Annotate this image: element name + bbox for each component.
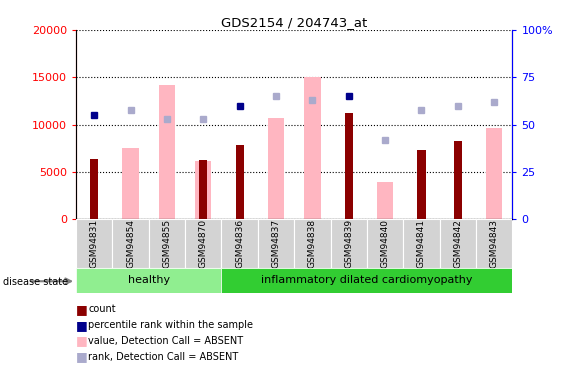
Text: count: count [88, 304, 116, 314]
FancyBboxPatch shape [149, 219, 185, 268]
Text: ■: ■ [76, 334, 88, 347]
FancyBboxPatch shape [113, 219, 149, 268]
Text: GSM94836: GSM94836 [235, 219, 244, 268]
Title: GDS2154 / 204743_at: GDS2154 / 204743_at [221, 16, 367, 29]
Text: ■: ■ [76, 303, 88, 316]
Bar [268, 118, 284, 219]
Text: GSM94870: GSM94870 [199, 219, 208, 268]
FancyBboxPatch shape [294, 219, 330, 268]
Text: ■: ■ [76, 319, 88, 332]
Text: rank, Detection Call = ABSENT: rank, Detection Call = ABSENT [88, 352, 239, 362]
Bar [235, 145, 244, 219]
Text: GSM94837: GSM94837 [271, 219, 280, 268]
Text: GSM94841: GSM94841 [417, 219, 426, 268]
FancyBboxPatch shape [403, 219, 440, 268]
Bar [159, 85, 175, 219]
Text: percentile rank within the sample: percentile rank within the sample [88, 320, 253, 330]
FancyBboxPatch shape [185, 219, 221, 268]
Text: value, Detection Call = ABSENT: value, Detection Call = ABSENT [88, 336, 244, 346]
Bar [486, 129, 502, 219]
FancyBboxPatch shape [367, 219, 403, 268]
FancyBboxPatch shape [221, 219, 258, 268]
Text: disease state: disease state [3, 277, 68, 287]
Text: GSM94838: GSM94838 [308, 219, 317, 268]
Text: GSM94854: GSM94854 [126, 219, 135, 268]
Text: GSM94839: GSM94839 [344, 219, 353, 268]
Bar [377, 183, 393, 219]
Bar [454, 141, 462, 219]
Text: ■: ■ [76, 350, 88, 363]
Text: GSM94842: GSM94842 [453, 219, 462, 268]
Bar [417, 150, 426, 219]
Text: healthy: healthy [128, 275, 170, 285]
Bar [345, 113, 353, 219]
Bar [304, 77, 320, 219]
Bar [122, 148, 138, 219]
FancyBboxPatch shape [440, 219, 476, 268]
Bar [90, 159, 99, 219]
Text: GSM94840: GSM94840 [381, 219, 390, 268]
FancyBboxPatch shape [330, 219, 367, 268]
FancyBboxPatch shape [476, 219, 512, 268]
FancyBboxPatch shape [258, 219, 294, 268]
FancyBboxPatch shape [221, 268, 512, 292]
FancyBboxPatch shape [76, 268, 221, 292]
FancyBboxPatch shape [76, 219, 113, 268]
Text: GSM94831: GSM94831 [90, 219, 99, 268]
Text: GSM94855: GSM94855 [162, 219, 171, 268]
Bar [199, 160, 207, 219]
Bar [195, 160, 212, 219]
Text: inflammatory dilated cardiomyopathy: inflammatory dilated cardiomyopathy [261, 275, 472, 285]
Text: GSM94843: GSM94843 [490, 219, 499, 268]
